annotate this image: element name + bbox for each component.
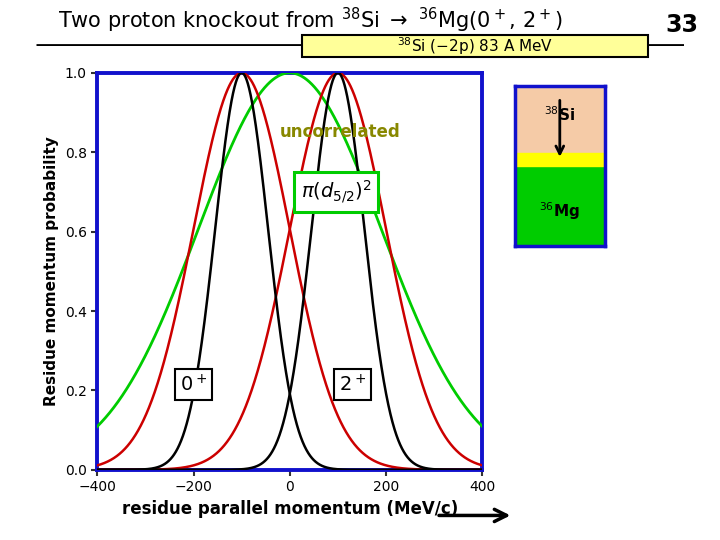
Text: $\pi(d_{5/2})^2$: $\pi(d_{5/2})^2$	[301, 179, 372, 205]
Text: $^{36}$Mg: $^{36}$Mg	[539, 200, 580, 221]
Text: $^{38}$Si: $^{38}$Si	[544, 106, 575, 124]
X-axis label: residue parallel momentum (MeV/c): residue parallel momentum (MeV/c)	[122, 500, 458, 518]
Text: 33: 33	[665, 14, 698, 37]
Text: $^{38}$Si ($-$2p) 83 A MeV: $^{38}$Si ($-$2p) 83 A MeV	[397, 35, 554, 57]
Y-axis label: Residue momentum probability: Residue momentum probability	[44, 137, 59, 406]
Text: uncorrelated: uncorrelated	[279, 124, 400, 141]
Text: 2$^+$: 2$^+$	[339, 374, 366, 395]
Text: 0$^+$: 0$^+$	[180, 374, 207, 395]
Text: Two proton knockout from $^{38}$Si $\rightarrow$ $^{36}$Mg(0$^+$, 2$^+$): Two proton knockout from $^{38}$Si $\rig…	[58, 6, 562, 35]
